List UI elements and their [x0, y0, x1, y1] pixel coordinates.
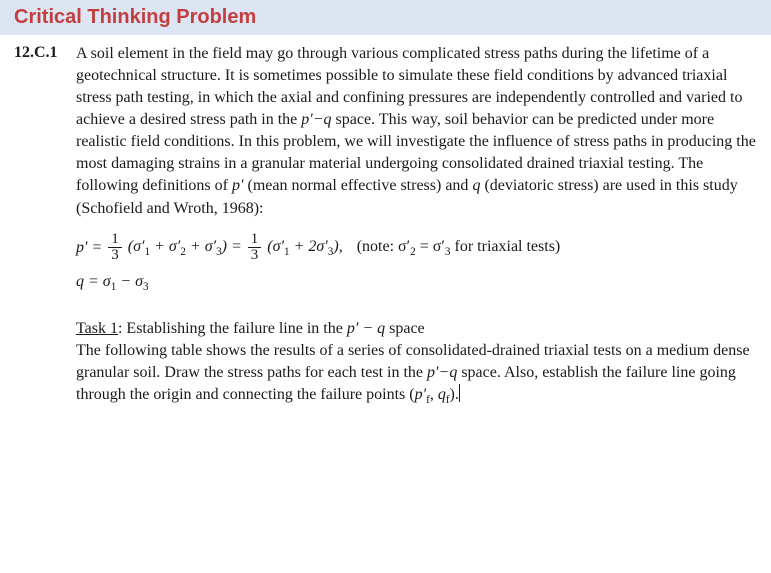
problem-body: A soil element in the field may go throu… — [76, 43, 757, 220]
t: ), — [333, 238, 342, 255]
task-title-end: space — [385, 320, 425, 337]
t: 3 — [143, 281, 149, 293]
pq-space: p′ − q — [347, 320, 385, 337]
comma: , — [430, 386, 438, 403]
t: q = σ — [76, 273, 111, 290]
frac-1-3b: 1 3 — [248, 232, 262, 265]
equation-block: p′ = 1 3 (σ′1 + σ′2 + σ′3) = 1 3 (σ′1 + … — [0, 220, 771, 308]
pq-term-1: p′−q — [301, 111, 331, 128]
body-end: ). — [450, 386, 459, 403]
t: q — [438, 386, 446, 403]
frac-num: 1 — [108, 232, 122, 249]
text-cursor — [459, 384, 460, 402]
t: + 2σ′ — [290, 238, 328, 255]
pq2: p′−q — [427, 364, 457, 381]
frac-den: 3 — [248, 248, 262, 264]
t: for triaxial tests) — [451, 238, 561, 255]
q-line: q = σ1 − σ3 — [76, 270, 149, 296]
triaxial-note: (note: σ′2 = σ′3 for triaxial tests) — [357, 235, 561, 261]
frac-1-3a: 1 3 — [108, 232, 122, 265]
equation-p: p′ = 1 3 (σ′1 + σ′2 + σ′3) = 1 3 (σ′1 + … — [76, 232, 757, 265]
t: (note: σ′ — [357, 238, 410, 255]
p-mid2: (σ′1 + 2σ′3), — [267, 235, 342, 261]
equation-q: q = σ1 − σ3 — [76, 270, 757, 296]
t: (σ′ — [128, 238, 145, 255]
t: = σ′ — [416, 238, 445, 255]
task-title: Task 1 — [76, 320, 118, 337]
t: + σ′ — [186, 238, 216, 255]
t: + σ′ — [150, 238, 180, 255]
frac-den: 3 — [108, 248, 122, 264]
p-mid1: (σ′1 + σ′2 + σ′3) = — [128, 235, 242, 261]
task-title-line: Task 1: Establishing the failure line in… — [76, 318, 757, 340]
t: − σ — [116, 273, 143, 290]
pf: p′f — [415, 386, 430, 403]
qf: qf — [438, 386, 450, 403]
task-block: Task 1: Establishing the failure line in… — [0, 308, 771, 409]
frac-num: 1 — [248, 232, 262, 249]
t: p′ — [415, 386, 427, 403]
heading-text: Critical Thinking Problem — [14, 6, 256, 28]
p-term: p′ — [232, 177, 244, 194]
task-title-post: : Establishing the failure line in the — [118, 320, 347, 337]
problem-row: 12.C.1 A soil element in the field may g… — [0, 43, 771, 220]
task-body: The following table shows the results of… — [76, 340, 757, 409]
t: ) = — [222, 238, 242, 255]
para-mid2: (mean normal effective stress) and — [243, 177, 472, 194]
t: (σ′ — [267, 238, 284, 255]
problem-number: 12.C.1 — [14, 43, 76, 220]
p-lhs: p′ = — [76, 236, 102, 260]
heading-bar: Critical Thinking Problem — [0, 0, 771, 35]
